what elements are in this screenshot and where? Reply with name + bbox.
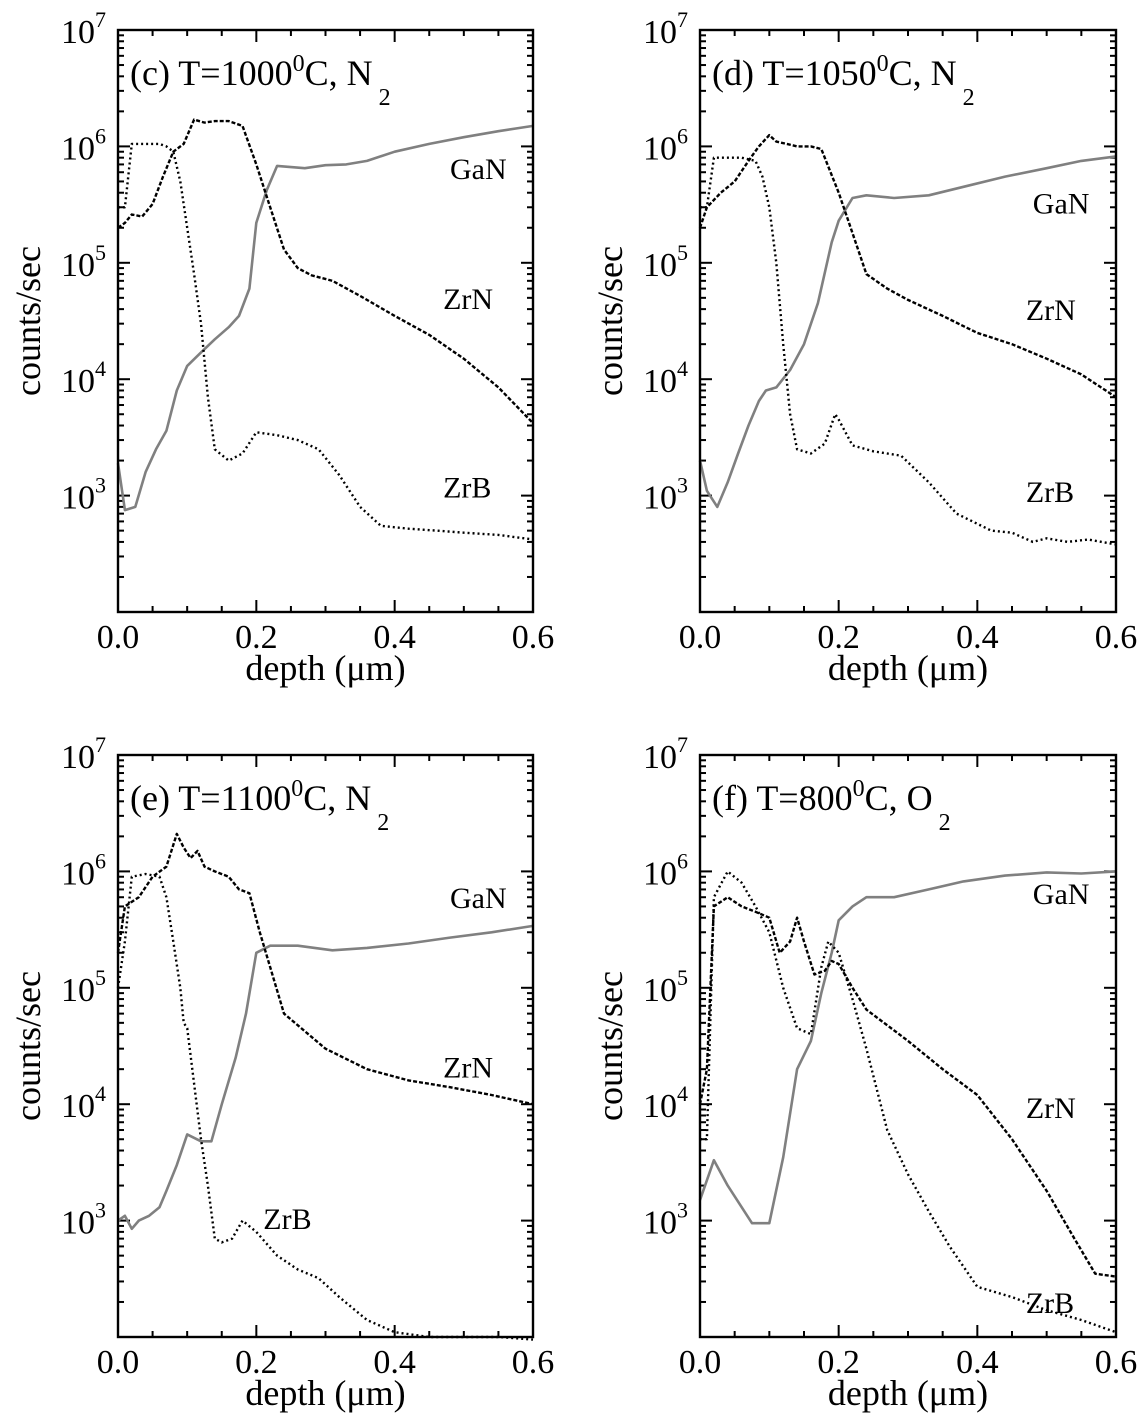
- y-axis-label: counts/sec: [8, 246, 48, 396]
- y-tick-label: 103: [643, 1198, 688, 1242]
- y-tick-label: 105: [643, 965, 688, 1009]
- y-tick-label: 107: [61, 7, 106, 51]
- series-label-gan: GaN: [450, 882, 507, 915]
- x-axis-label: depth (μm): [828, 648, 988, 688]
- series-label-zrb: ZrB: [1026, 1287, 1074, 1320]
- y-tick-label: 104: [643, 1081, 688, 1125]
- x-tick-label: 0.0: [679, 1344, 722, 1381]
- series-line-zrn: [116, 832, 534, 1106]
- y-axis-label: counts/sec: [8, 971, 48, 1121]
- plot-frame: [698, 753, 1118, 1339]
- series-line-zrn: [698, 133, 1117, 399]
- y-tick-label: 105: [61, 965, 106, 1009]
- x-tick-label: 0.6: [1095, 1344, 1138, 1381]
- y-tick-label: 106: [61, 123, 106, 167]
- series-label-zrb: ZrB: [263, 1203, 311, 1236]
- y-tick-label: 105: [643, 240, 688, 284]
- chart-panel: 103 104 105 106 107 0.0 0.2 0.4 0.6 depth (μm) cou…: [590, 732, 1137, 1413]
- figure-panels: 103 104 105 106 107 0.0 0.2 0.4 0.6 depth (μm) cou…: [8, 7, 1137, 1413]
- x-tick-label: 0.4: [373, 619, 416, 656]
- x-axis-label: depth (μm): [828, 1373, 988, 1413]
- y-tick-label: 105: [61, 240, 106, 284]
- y-tick-label: 107: [643, 732, 688, 776]
- x-tick-label: 0.6: [512, 1344, 555, 1381]
- x-tick-label: 0.4: [373, 1344, 416, 1381]
- panel-title: (e) T=11000C, N2: [130, 776, 389, 836]
- y-tick-label: 106: [643, 123, 688, 167]
- y-axis-label: counts/sec: [590, 246, 630, 396]
- x-tick-label: 0.2: [817, 619, 860, 656]
- chart-panel: 103 104 105 106 107 0.0 0.2 0.4 0.6 depth (μm) cou…: [590, 7, 1137, 688]
- x-tick-label: 0.4: [956, 1344, 999, 1381]
- y-tick-label: 107: [61, 732, 106, 776]
- series-label-zrn: ZrN: [443, 283, 493, 316]
- series-line-zrn: [117, 118, 534, 424]
- series-line-zrb: [118, 142, 534, 541]
- y-tick-label: 103: [643, 473, 688, 517]
- x-tick-label: 0.4: [956, 619, 999, 656]
- x-tick-label: 0.0: [679, 619, 722, 656]
- panel-title: (f) T=8000C, O2: [712, 776, 951, 836]
- panel-title: (c) T=10000C, N2: [130, 51, 391, 111]
- chart-panel: 103 104 105 106 107 0.0 0.2 0.4 0.6 depth (μm) cou…: [8, 7, 554, 688]
- series-line-gan: [698, 870, 1117, 1225]
- series-line-gan: [698, 155, 1117, 509]
- x-tick-label: 0.6: [1095, 619, 1138, 656]
- x-axis-label: depth (μm): [245, 1373, 405, 1413]
- y-tick-label: 103: [61, 1198, 106, 1242]
- series-label-zrn: ZrN: [1026, 294, 1076, 327]
- series-line-zrb: [116, 872, 534, 1341]
- series-label-zrn: ZrN: [443, 1052, 493, 1085]
- x-tick-label: 0.0: [97, 619, 140, 656]
- y-axis-label: counts/sec: [590, 971, 630, 1121]
- series-line-gan: [116, 124, 534, 512]
- y-tick-label: 106: [643, 848, 688, 892]
- y-tick-label: 106: [61, 848, 106, 892]
- series-label-zrb: ZrB: [443, 471, 491, 504]
- x-tick-label: 0.6: [512, 619, 555, 656]
- x-tick-label: 0.0: [97, 1344, 140, 1381]
- series-label-gan: GaN: [1033, 187, 1090, 220]
- chart-panel: 103 104 105 106 107 0.0 0.2 0.4 0.6 depth (μm) cou…: [8, 732, 554, 1413]
- series-line-gan: [117, 924, 534, 1231]
- x-tick-label: 0.2: [817, 1344, 860, 1381]
- plot-frame: [698, 28, 1118, 614]
- plot-frame: [116, 28, 535, 614]
- y-tick-label: 103: [61, 473, 106, 517]
- panel-title: (d) T=10500C, N2: [712, 51, 975, 111]
- y-tick-label: 104: [61, 356, 106, 400]
- series-label-zrb: ZrB: [1026, 476, 1074, 509]
- plot-frame: [116, 753, 535, 1339]
- series-line-zrb: [700, 156, 1117, 546]
- series-label-zrn: ZrN: [1026, 1092, 1076, 1125]
- x-tick-label: 0.2: [235, 1344, 278, 1381]
- series-label-gan: GaN: [450, 153, 507, 186]
- y-tick-label: 107: [643, 7, 688, 51]
- series-line-zrn: [698, 896, 1117, 1278]
- x-tick-label: 0.2: [235, 619, 278, 656]
- y-tick-label: 104: [61, 1081, 106, 1125]
- y-tick-label: 104: [643, 356, 688, 400]
- x-axis-label: depth (μm): [245, 648, 405, 688]
- series-label-gan: GaN: [1033, 878, 1090, 911]
